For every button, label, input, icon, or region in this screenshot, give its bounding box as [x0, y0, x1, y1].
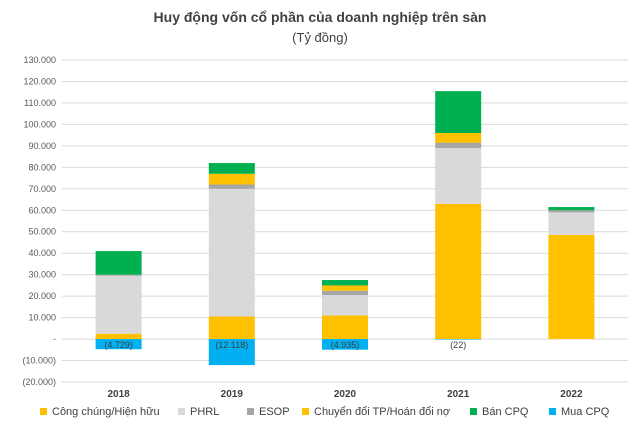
bar-segment [95, 275, 142, 334]
y-tick-label: 60.000 [28, 205, 56, 215]
bar-segment [435, 91, 482, 133]
legend-label: Bán CPQ [482, 406, 529, 418]
y-tick-label: 80.000 [28, 162, 56, 172]
negative-value-label: (4.935) [331, 340, 360, 350]
y-tick-label: 50.000 [28, 227, 56, 237]
legend-label: Mua CPQ [561, 406, 610, 418]
bar-segment [435, 148, 482, 204]
x-tick-label: 2019 [221, 389, 244, 400]
bar-segment [322, 295, 368, 316]
chart-title: Huy động vốn cổ phần của doanh nghiệp tr… [154, 9, 487, 25]
legend-label: ESOP [259, 406, 290, 418]
legend-label: Chuyển đổi TP/Hoán đổi nợ [314, 406, 450, 418]
y-tick-label: (20.000) [22, 377, 56, 387]
bar-segment [208, 163, 255, 174]
y-tick-label: 10.000 [28, 313, 56, 323]
bar-segment [208, 184, 255, 189]
bar-segment [322, 315, 368, 340]
legend-swatch [178, 408, 185, 415]
bar-segment [95, 333, 142, 340]
bar-segment [322, 280, 368, 286]
legend-swatch [40, 408, 47, 415]
bar-segment-negative [435, 339, 482, 340]
y-tick-label: 20.000 [28, 291, 56, 301]
y-tick-label: 130.000 [23, 55, 56, 65]
chart-subtitle: (Tỷ đồng) [292, 30, 348, 45]
bars [95, 91, 595, 366]
bar-segment-negative [208, 339, 255, 366]
bar-segment [548, 210, 595, 213]
y-axis: (20.000) (10.000) - 10.000 20.000 30.000 40.00… [22, 55, 56, 387]
y-tick-label: 110.000 [24, 98, 56, 108]
x-tick-label: 2021 [447, 389, 470, 400]
bar-segment [548, 234, 595, 340]
data-labels: (4.729) (12.118) (4.935) (22) [104, 340, 466, 350]
negative-value-label: (22) [450, 340, 466, 350]
x-tick-label: 2020 [334, 389, 357, 400]
bar-segment [208, 188, 255, 317]
x-tick-label: 2018 [107, 389, 130, 400]
negative-value-label: (4.729) [104, 340, 133, 350]
bar-segment [322, 285, 368, 291]
bar-segment [548, 207, 595, 211]
y-tick-label: - [53, 334, 56, 344]
legend: Công chúng/Hiện hữu PHRL ESOP Chuyển đổi TP… [40, 406, 610, 418]
bar-segment-negative [322, 339, 368, 350]
legend-swatch [470, 408, 477, 415]
bar-segment [208, 316, 255, 340]
bar-segment [322, 290, 368, 296]
bar-segment [435, 142, 482, 149]
y-tick-label: 70.000 [28, 184, 56, 194]
legend-swatch [549, 408, 556, 415]
y-tick-label: 120.000 [23, 76, 56, 86]
y-tick-label: 90.000 [28, 141, 56, 151]
y-tick-label: 100.000 [23, 119, 56, 129]
bar-segment [208, 173, 255, 185]
legend-swatch [302, 408, 309, 415]
bar-segment [435, 203, 482, 340]
x-tick-label: 2022 [560, 389, 583, 400]
negative-value-label: (12.118) [215, 340, 248, 350]
bar-segment [435, 132, 482, 143]
y-tick-label: (10.000) [22, 356, 56, 366]
bar-segment [95, 274, 142, 276]
legend-swatch [247, 408, 254, 415]
legend-label: PHRL [190, 406, 219, 418]
bar-segment [95, 251, 142, 275]
y-tick-label: 30.000 [28, 270, 56, 280]
x-axis: 2018 2019 2020 2021 2022 [107, 389, 582, 400]
y-tick-label: 40.000 [28, 248, 56, 258]
legend-label: Công chúng/Hiện hữu [52, 406, 160, 418]
bar-segment-negative [95, 339, 142, 350]
bar-segment [548, 212, 595, 235]
